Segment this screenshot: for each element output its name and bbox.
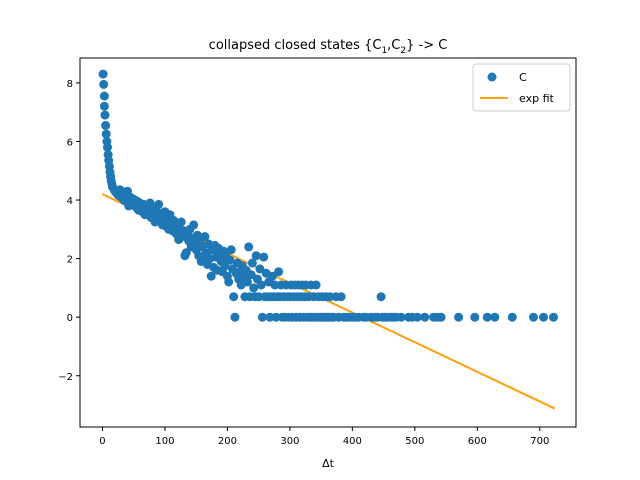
- x-axis-ticks: 0 100 200 300 400 500 600 700: [99, 427, 549, 447]
- scatter-point: [225, 255, 235, 265]
- scatter-point: [99, 91, 109, 101]
- scatter-point: [229, 292, 239, 302]
- scatter-point: [176, 217, 186, 227]
- y-axis-ticks: −2 0 2 4 6 8: [58, 79, 80, 383]
- legend: C exp fit: [472, 63, 571, 112]
- scatter-point: [98, 69, 108, 79]
- x-axis-label: Δt: [322, 457, 335, 470]
- scatter-point: [270, 280, 280, 290]
- x-tick-label: 300: [280, 436, 299, 447]
- scatter-point: [242, 277, 252, 287]
- scatter-point: [99, 101, 109, 111]
- y-tick-label: −2: [58, 372, 73, 383]
- x-tick-label: 200: [218, 436, 237, 447]
- scatter-point: [529, 312, 538, 322]
- scatter-point: [226, 245, 236, 255]
- title-subscript-2: 2: [400, 46, 406, 56]
- scatter-point: [254, 292, 264, 302]
- scatter-point: [257, 312, 267, 322]
- x-tick-label: 700: [530, 436, 549, 447]
- legend-fit-label: exp fit: [519, 92, 554, 105]
- title-separator: ,C: [387, 38, 400, 53]
- scatter-point: [436, 312, 446, 322]
- scatter-point: [376, 292, 386, 302]
- scatter-point: [101, 120, 111, 130]
- scatter-point: [249, 283, 259, 293]
- scatter-point: [549, 312, 558, 322]
- title-subscript-1: 1: [381, 46, 387, 56]
- scatter-point: [470, 312, 480, 322]
- scatter-point: [103, 142, 112, 152]
- legend-scatter-label: C: [519, 71, 527, 84]
- scatter-point: [454, 312, 464, 322]
- y-tick-label: 6: [67, 137, 73, 148]
- scatter-point: [412, 312, 422, 322]
- scatter-point: [247, 258, 257, 268]
- y-tick-label: 2: [67, 255, 73, 266]
- scatter-point: [230, 312, 240, 322]
- scatter-point: [255, 264, 265, 274]
- scatter-point: [99, 79, 109, 89]
- scatter-point: [265, 312, 275, 322]
- y-tick-label: 8: [67, 79, 73, 90]
- scatter-point: [490, 312, 500, 322]
- x-tick-label: 400: [343, 436, 362, 447]
- scatter-point: [251, 251, 261, 261]
- scatter-point: [154, 199, 164, 209]
- chart-title: collapsed closed states {C1,C2} -> C: [209, 38, 448, 56]
- scatter-point: [100, 110, 110, 120]
- scatter-point: [482, 312, 492, 322]
- scatter-point: [244, 242, 254, 252]
- scatter-point: [256, 280, 266, 290]
- scatter-points: [98, 69, 558, 322]
- scatter-point: [539, 312, 548, 322]
- plot-area: [98, 69, 558, 410]
- scatter-point: [396, 312, 406, 322]
- x-tick-label: 500: [405, 436, 424, 447]
- scatter-point: [336, 292, 346, 302]
- title-main: collapsed closed states {C: [209, 38, 382, 53]
- scatter-point: [101, 129, 111, 139]
- scatter-point: [259, 252, 269, 262]
- legend-box: [472, 63, 571, 112]
- scatter-point: [325, 292, 335, 302]
- title-tail: } -> C: [406, 38, 447, 53]
- y-tick-label: 0: [67, 313, 73, 324]
- x-tick-label: 100: [155, 436, 174, 447]
- scatter-point: [206, 271, 216, 281]
- scatter-point: [189, 220, 199, 230]
- scatter-point: [311, 280, 321, 290]
- scatter-point: [224, 277, 234, 287]
- x-tick-label: 600: [468, 436, 487, 447]
- scatter-point: [420, 312, 430, 322]
- scatter-point: [274, 267, 284, 277]
- legend-scatter-marker: [487, 72, 497, 82]
- scatter-point: [200, 232, 210, 242]
- y-tick-label: 4: [67, 196, 73, 207]
- scatter-point: [507, 312, 517, 322]
- scatter-point: [271, 312, 281, 322]
- x-tick-label: 0: [99, 436, 105, 447]
- axes-frame: [79, 57, 577, 428]
